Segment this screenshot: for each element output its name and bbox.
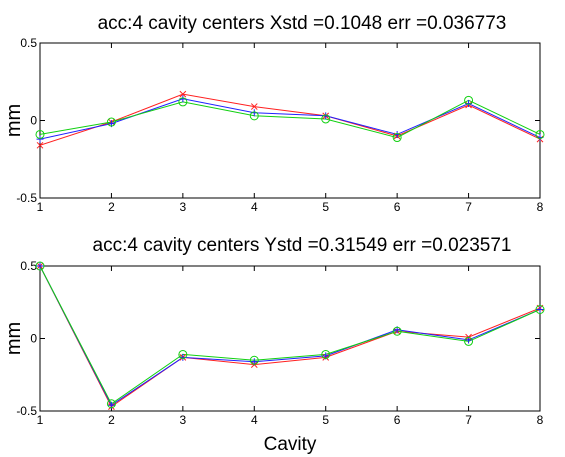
y-tick-label: -0.5 xyxy=(16,191,37,205)
bottom-axes: 1 2 3 4 5 6 7 8 -0.5 0 0.5 xyxy=(16,259,545,427)
x-tick-label: 1 xyxy=(37,413,44,427)
data-point-green xyxy=(35,129,45,139)
data-point-green xyxy=(535,305,545,314)
x-tick-label: 6 xyxy=(394,200,401,214)
series-line-green xyxy=(40,99,540,139)
data-point-red xyxy=(250,103,258,110)
data-point-red xyxy=(36,141,44,149)
x-tick-label: 3 xyxy=(180,200,187,214)
plot-area xyxy=(40,266,540,408)
x-tick-label: 6 xyxy=(394,413,401,427)
data-point-green xyxy=(249,355,259,365)
series-line-red xyxy=(40,93,540,146)
x-tick-label: 8 xyxy=(537,200,544,214)
data-point-green xyxy=(464,95,474,105)
data-point-green xyxy=(249,111,259,121)
data-point-green xyxy=(106,399,116,409)
plot-area xyxy=(40,93,540,146)
y-tick-label: 0 xyxy=(30,332,37,346)
series-line-blue xyxy=(40,266,540,406)
x-tick-label: 5 xyxy=(322,413,329,427)
data-point-green xyxy=(392,133,402,143)
data-point-green xyxy=(106,117,116,127)
chart-title-bottom: acc:4 cavity centers Ystd =0.31549 err =… xyxy=(93,235,512,256)
series-line-green xyxy=(40,266,540,405)
top-axes: 1 2 3 4 5 6 7 8 -0.5 0 0.5 xyxy=(16,36,545,214)
data-point-green xyxy=(321,114,331,124)
y-axis-label-bottom: mm xyxy=(3,322,25,355)
x-axis-label-bottom: Cavity xyxy=(264,434,317,455)
data-point-green xyxy=(392,326,402,336)
x-tick-label: 7 xyxy=(465,413,472,427)
x-tick-label: 8 xyxy=(537,413,544,427)
y-tick-label: 0.5 xyxy=(20,259,37,273)
x-tick-label: 3 xyxy=(180,413,187,427)
x-tick-label: 4 xyxy=(251,413,258,427)
series-line-blue xyxy=(40,98,540,140)
data-point-green xyxy=(178,349,188,359)
x-tick-label: 4 xyxy=(251,200,258,214)
y-tick-label: -0.5 xyxy=(16,404,37,418)
data-point-green xyxy=(35,261,45,271)
data-point-red xyxy=(179,90,187,98)
series-line-red xyxy=(40,266,540,408)
chart-title-top: acc:4 cavity centers Xstd =0.1048 err =0… xyxy=(98,13,507,34)
axes-frame xyxy=(39,265,541,412)
x-tick-label: 2 xyxy=(108,413,115,427)
data-point-blue xyxy=(536,306,544,313)
data-point-green xyxy=(464,336,474,346)
data-point-blue xyxy=(36,135,44,143)
data-point-blue xyxy=(36,262,44,270)
data-point-green xyxy=(178,97,188,107)
x-tick-label: 7 xyxy=(465,200,472,214)
x-tick-label: 5 xyxy=(322,200,329,214)
x-tick-label: 2 xyxy=(108,200,115,214)
y-axis-label-top: mm xyxy=(3,104,25,137)
y-tick-label: 0 xyxy=(30,114,37,128)
y-tick-label: 0.5 xyxy=(20,36,37,50)
data-point-green xyxy=(321,349,331,359)
x-tick-label: 1 xyxy=(37,200,44,214)
data-point-green xyxy=(535,129,545,139)
